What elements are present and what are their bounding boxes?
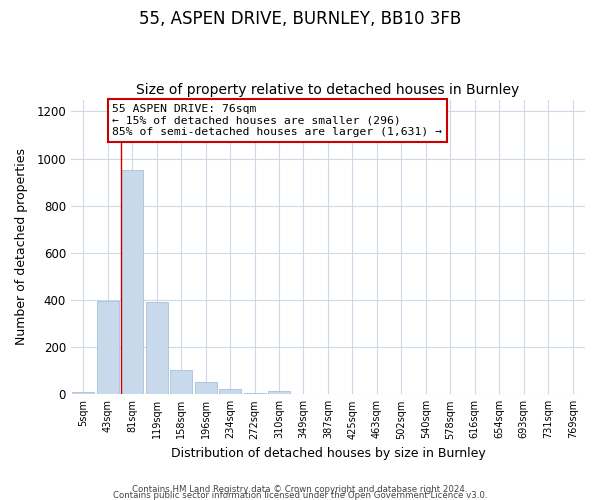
Bar — [170, 370, 192, 394]
Text: 55 ASPEN DRIVE: 76sqm
← 15% of detached houses are smaller (296)
85% of semi-det: 55 ASPEN DRIVE: 76sqm ← 15% of detached … — [112, 104, 442, 137]
Bar — [72, 392, 94, 394]
Bar — [146, 302, 167, 394]
X-axis label: Distribution of detached houses by size in Burnley: Distribution of detached houses by size … — [170, 447, 485, 460]
Bar — [268, 392, 290, 394]
Bar — [121, 170, 143, 394]
Bar — [219, 389, 241, 394]
Text: Contains public sector information licensed under the Open Government Licence v3: Contains public sector information licen… — [113, 490, 487, 500]
Y-axis label: Number of detached properties: Number of detached properties — [15, 148, 28, 346]
Title: Size of property relative to detached houses in Burnley: Size of property relative to detached ho… — [136, 83, 520, 97]
Bar — [97, 301, 119, 394]
Bar — [244, 393, 266, 394]
Bar — [194, 382, 217, 394]
Text: 55, ASPEN DRIVE, BURNLEY, BB10 3FB: 55, ASPEN DRIVE, BURNLEY, BB10 3FB — [139, 10, 461, 28]
Text: Contains HM Land Registry data © Crown copyright and database right 2024.: Contains HM Land Registry data © Crown c… — [132, 484, 468, 494]
